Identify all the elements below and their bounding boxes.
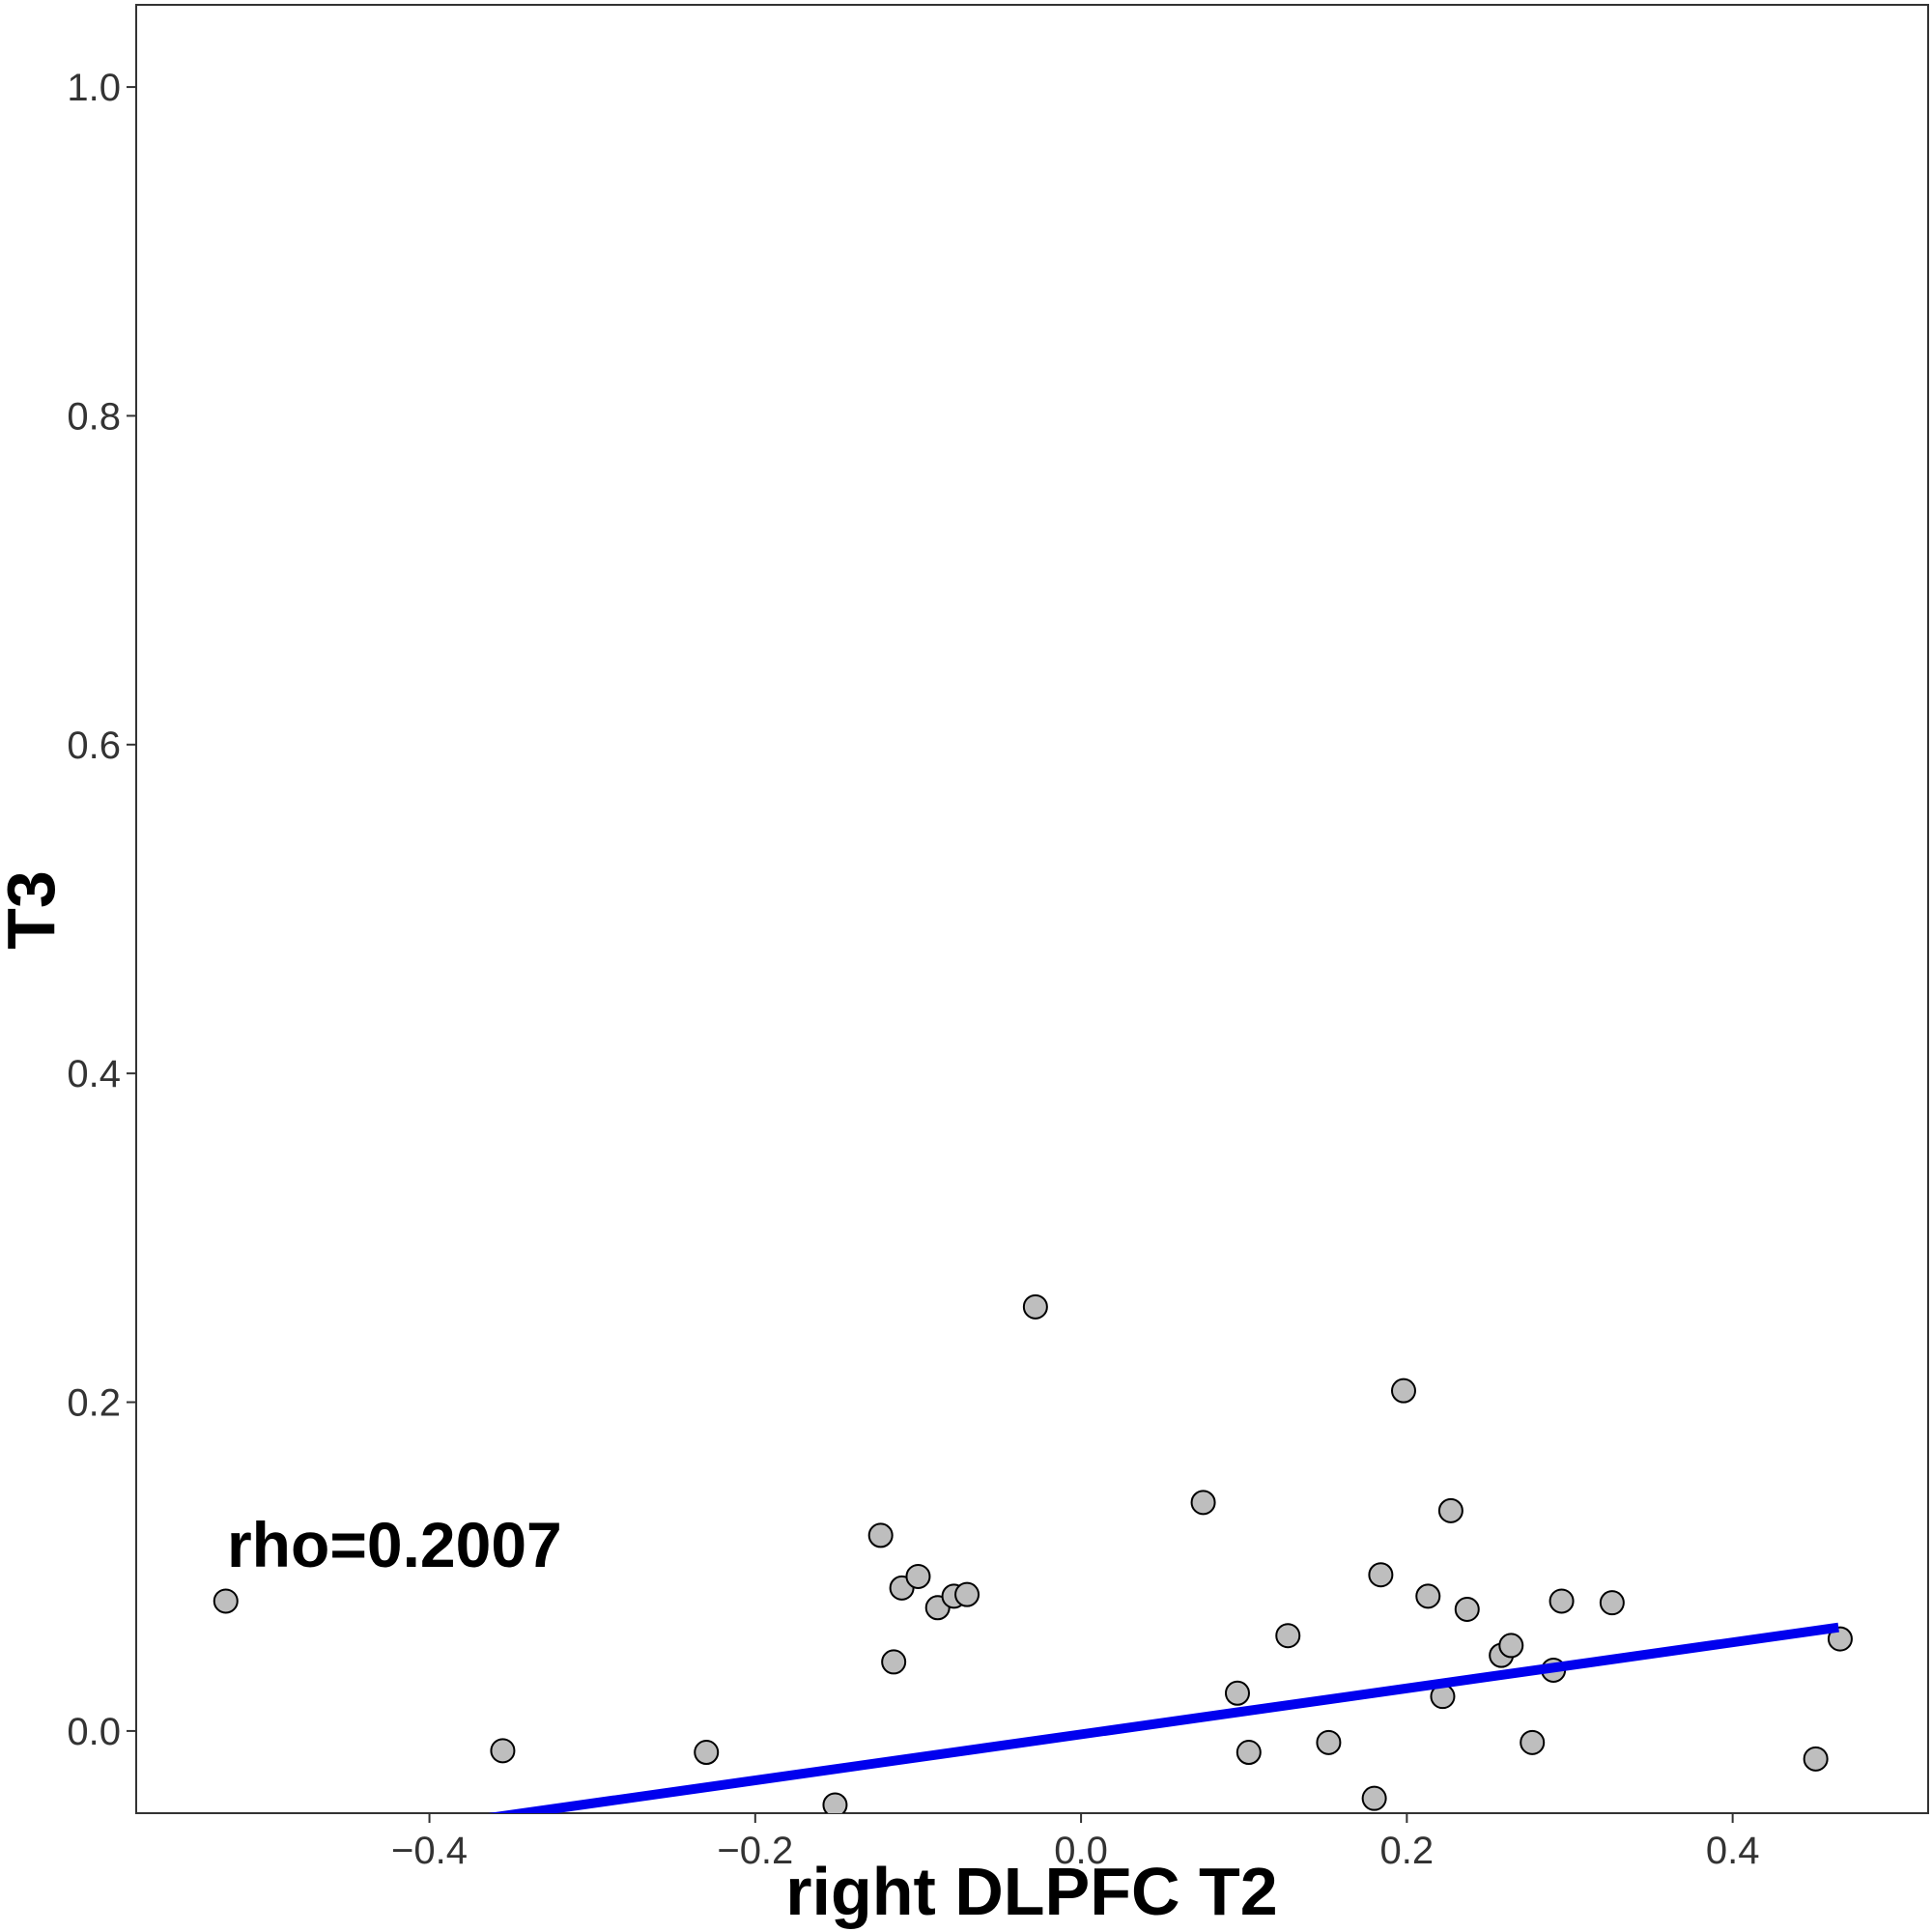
plot-area <box>213 1293 1853 1813</box>
y-tick-label: 1.0 <box>67 67 121 109</box>
data-point <box>1224 1680 1250 1706</box>
points-layer <box>213 1293 1853 1813</box>
y-tick-label: 0.4 <box>67 1053 121 1095</box>
x-tick-label: 0.4 <box>1706 1830 1760 1872</box>
data-point <box>1548 1588 1575 1614</box>
x-tick-label: 0.0 <box>1054 1830 1108 1872</box>
data-point <box>1236 1740 1262 1766</box>
data-point <box>867 1522 894 1548</box>
x-tick-label: 0.2 <box>1380 1830 1435 1872</box>
plot-panel <box>135 4 1929 1814</box>
data-point <box>1498 1633 1524 1659</box>
data-point <box>905 1563 931 1589</box>
data-point <box>1275 1623 1301 1649</box>
data-point <box>1361 1785 1387 1811</box>
data-point <box>822 1792 848 1813</box>
y-tick-label: 0.2 <box>67 1382 121 1425</box>
x-tick-label: −0.4 <box>391 1830 468 1872</box>
fit-line <box>488 1622 1839 1813</box>
data-point <box>490 1738 516 1764</box>
y-tick-label: 0.0 <box>67 1711 121 1753</box>
x-axis-title: right DLPFC T2 <box>785 1854 1277 1929</box>
data-point <box>1520 1729 1546 1755</box>
y-axis: 0.0 0.2 0.4 0.6 0.8 1.0 <box>67 67 136 1753</box>
y-tick-label: 0.6 <box>67 724 121 767</box>
data-point <box>1415 1583 1441 1609</box>
data-point <box>1368 1562 1394 1588</box>
x-axis: −0.4 −0.2 0.0 0.2 0.4 <box>391 1813 1759 1872</box>
y-axis-title: T3 <box>0 870 69 950</box>
data-point <box>954 1581 980 1607</box>
data-point <box>1437 1497 1463 1523</box>
x-tick-label: −0.2 <box>717 1830 793 1872</box>
data-point <box>881 1649 907 1675</box>
rho-annotation: rho=0.2007 <box>227 1509 562 1580</box>
data-point <box>1803 1746 1829 1772</box>
data-point <box>1316 1729 1342 1755</box>
data-point <box>1190 1490 1216 1516</box>
data-point <box>213 1588 239 1614</box>
data-point <box>694 1740 720 1766</box>
data-point <box>1390 1378 1416 1404</box>
data-point <box>1599 1590 1625 1616</box>
data-point <box>1454 1596 1480 1622</box>
data-point <box>1022 1293 1048 1320</box>
y-tick-label: 0.8 <box>67 395 121 438</box>
data-point <box>1827 1626 1853 1652</box>
